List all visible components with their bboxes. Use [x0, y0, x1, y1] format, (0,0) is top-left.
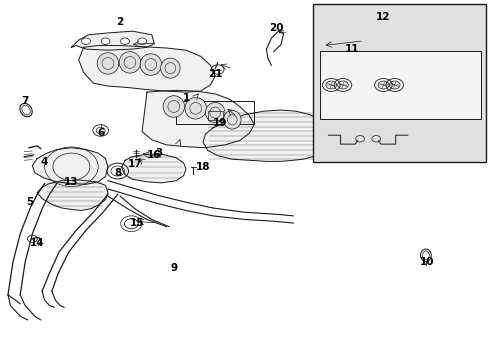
- Circle shape: [101, 38, 110, 44]
- Text: 10: 10: [419, 257, 434, 267]
- Text: 18: 18: [195, 162, 210, 172]
- Ellipse shape: [326, 128, 335, 148]
- Text: 7: 7: [21, 96, 29, 106]
- Polygon shape: [37, 180, 108, 211]
- Circle shape: [121, 38, 129, 44]
- Text: 2: 2: [116, 17, 123, 27]
- Ellipse shape: [163, 96, 184, 117]
- Ellipse shape: [140, 54, 161, 75]
- Text: 9: 9: [170, 263, 177, 273]
- Text: 12: 12: [375, 12, 390, 22]
- Circle shape: [81, 38, 90, 44]
- Text: 15: 15: [130, 218, 144, 228]
- Ellipse shape: [326, 138, 335, 154]
- Bar: [207, 111, 222, 120]
- Text: 20: 20: [268, 23, 283, 33]
- Text: 17: 17: [127, 159, 142, 169]
- Polygon shape: [79, 45, 215, 92]
- Polygon shape: [142, 90, 254, 148]
- Bar: [320, 51, 480, 119]
- Polygon shape: [203, 110, 331, 161]
- Text: 14: 14: [30, 238, 44, 248]
- Text: 6: 6: [97, 129, 104, 138]
- Polygon shape: [122, 154, 185, 183]
- Text: 21: 21: [207, 69, 222, 79]
- Bar: [312, 4, 485, 162]
- Ellipse shape: [223, 111, 241, 129]
- Circle shape: [138, 38, 146, 44]
- Ellipse shape: [205, 103, 224, 123]
- Text: 13: 13: [64, 177, 79, 187]
- Polygon shape: [32, 148, 108, 184]
- Ellipse shape: [184, 98, 206, 119]
- Ellipse shape: [97, 53, 119, 74]
- Text: 1: 1: [182, 93, 189, 103]
- Ellipse shape: [160, 58, 180, 78]
- Ellipse shape: [326, 114, 335, 134]
- Text: 8: 8: [114, 168, 121, 178]
- Polygon shape: [71, 31, 154, 50]
- Text: 19: 19: [212, 118, 227, 128]
- Text: 4: 4: [41, 157, 48, 167]
- Text: 5: 5: [26, 197, 34, 207]
- Text: 11: 11: [344, 44, 358, 54]
- Ellipse shape: [119, 51, 141, 73]
- Text: 3: 3: [155, 148, 163, 158]
- Text: 16: 16: [147, 150, 161, 160]
